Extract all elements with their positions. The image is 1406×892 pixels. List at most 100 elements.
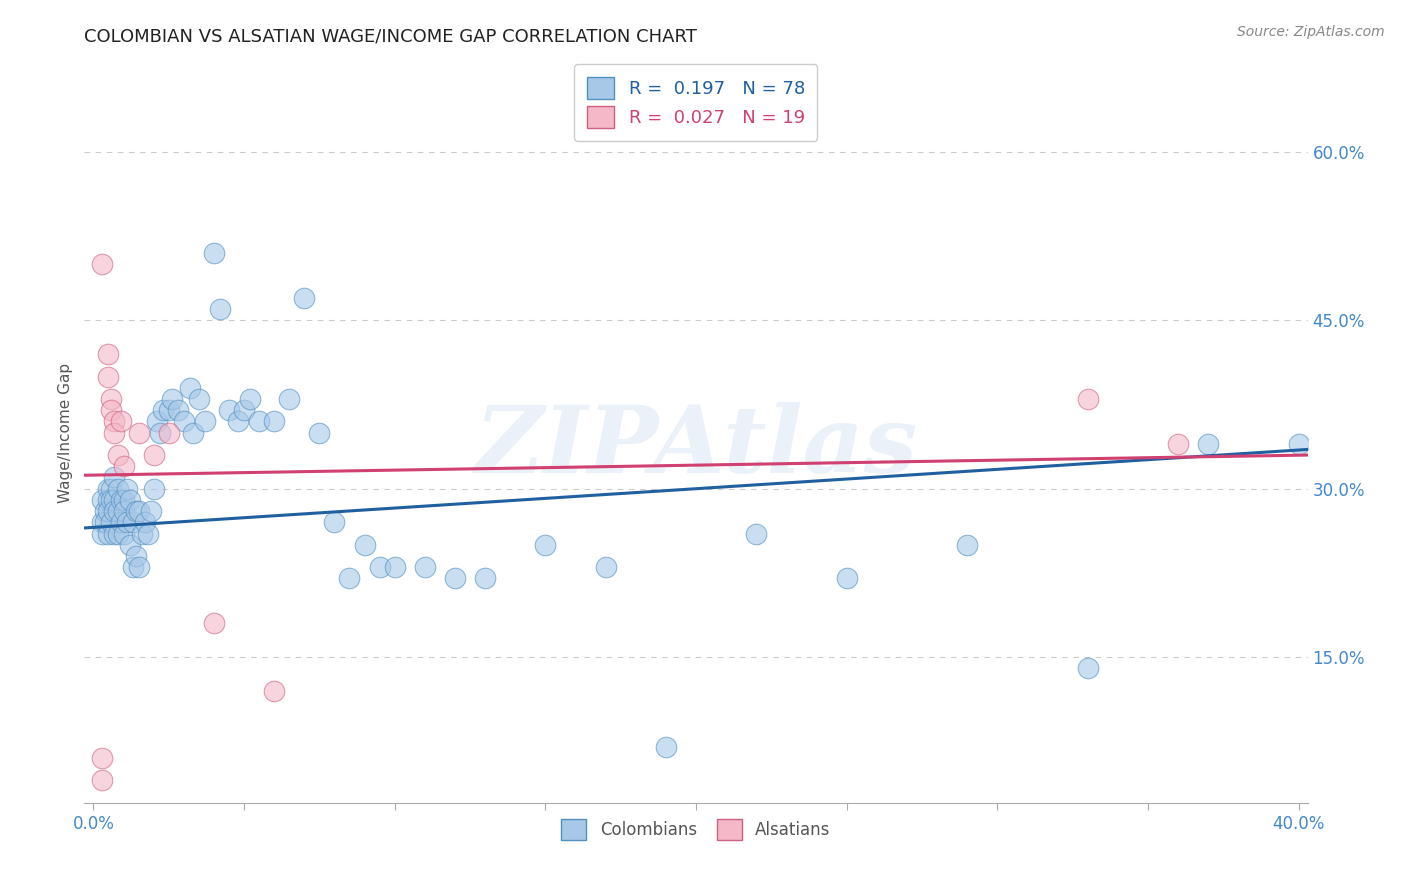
- Point: [179, 381, 201, 395]
- Point: [103, 526, 125, 541]
- Text: COLOMBIAN VS ALSATIAN WAGE/INCOME GAP CORRELATION CHART: COLOMBIAN VS ALSATIAN WAGE/INCOME GAP CO…: [84, 28, 697, 45]
- Point: [233, 403, 256, 417]
- Point: [97, 492, 120, 507]
- Point: [97, 369, 120, 384]
- Point: [1288, 437, 1310, 451]
- Text: ZIPAtlas: ZIPAtlas: [474, 402, 918, 492]
- Point: [94, 516, 117, 530]
- Point: [166, 403, 188, 417]
- Point: [152, 403, 174, 417]
- Point: [181, 425, 204, 440]
- Point: [124, 549, 146, 563]
- Point: [110, 492, 132, 507]
- Point: [112, 504, 135, 518]
- Point: [94, 504, 117, 518]
- Point: [263, 414, 285, 428]
- Y-axis label: Wage/Income Gap: Wage/Income Gap: [58, 362, 73, 503]
- Point: [131, 526, 153, 541]
- Point: [118, 538, 141, 552]
- Point: [91, 751, 114, 765]
- Point: [110, 516, 132, 530]
- Point: [112, 526, 135, 541]
- Point: [1167, 437, 1189, 451]
- Point: [97, 504, 120, 518]
- Point: [115, 516, 138, 530]
- Point: [142, 448, 165, 462]
- Point: [139, 504, 162, 518]
- Point: [835, 571, 858, 585]
- Point: [103, 425, 125, 440]
- Point: [218, 403, 240, 417]
- Point: [128, 504, 150, 518]
- Point: [142, 482, 165, 496]
- Point: [226, 414, 249, 428]
- Point: [1197, 437, 1219, 451]
- Point: [118, 492, 141, 507]
- Point: [107, 526, 129, 541]
- Point: [323, 516, 346, 530]
- Point: [100, 392, 122, 406]
- Point: [368, 560, 391, 574]
- Point: [278, 392, 301, 406]
- Point: [1077, 661, 1099, 675]
- Point: [107, 448, 129, 462]
- Point: [115, 482, 138, 496]
- Text: Source: ZipAtlas.com: Source: ZipAtlas.com: [1237, 25, 1385, 39]
- Point: [103, 414, 125, 428]
- Point: [145, 414, 167, 428]
- Point: [413, 560, 436, 574]
- Point: [97, 526, 120, 541]
- Point: [339, 571, 361, 585]
- Point: [247, 414, 270, 428]
- Point: [91, 526, 114, 541]
- Point: [128, 425, 150, 440]
- Point: [160, 392, 183, 406]
- Point: [124, 504, 146, 518]
- Point: [97, 482, 120, 496]
- Point: [136, 526, 159, 541]
- Point: [202, 246, 225, 260]
- Point: [97, 347, 120, 361]
- Point: [91, 773, 114, 788]
- Point: [100, 492, 122, 507]
- Legend: Colombians, Alsatians: Colombians, Alsatians: [555, 813, 837, 847]
- Point: [112, 492, 135, 507]
- Point: [444, 571, 467, 585]
- Point: [1077, 392, 1099, 406]
- Point: [107, 482, 129, 496]
- Point: [91, 257, 114, 271]
- Point: [107, 504, 129, 518]
- Point: [474, 571, 496, 585]
- Point: [103, 492, 125, 507]
- Point: [121, 516, 143, 530]
- Point: [128, 560, 150, 574]
- Point: [239, 392, 262, 406]
- Point: [202, 616, 225, 631]
- Point: [263, 683, 285, 698]
- Point: [121, 560, 143, 574]
- Point: [292, 291, 315, 305]
- Point: [157, 425, 180, 440]
- Point: [194, 414, 217, 428]
- Point: [100, 403, 122, 417]
- Point: [308, 425, 330, 440]
- Point: [100, 482, 122, 496]
- Point: [91, 492, 114, 507]
- Point: [534, 538, 557, 552]
- Point: [134, 516, 156, 530]
- Point: [91, 516, 114, 530]
- Point: [745, 526, 768, 541]
- Point: [103, 470, 125, 484]
- Point: [655, 739, 678, 754]
- Point: [208, 302, 231, 317]
- Point: [149, 425, 172, 440]
- Point: [595, 560, 617, 574]
- Point: [353, 538, 375, 552]
- Point: [157, 403, 180, 417]
- Point: [103, 504, 125, 518]
- Point: [384, 560, 406, 574]
- Point: [100, 516, 122, 530]
- Point: [173, 414, 195, 428]
- Point: [112, 459, 135, 474]
- Point: [187, 392, 209, 406]
